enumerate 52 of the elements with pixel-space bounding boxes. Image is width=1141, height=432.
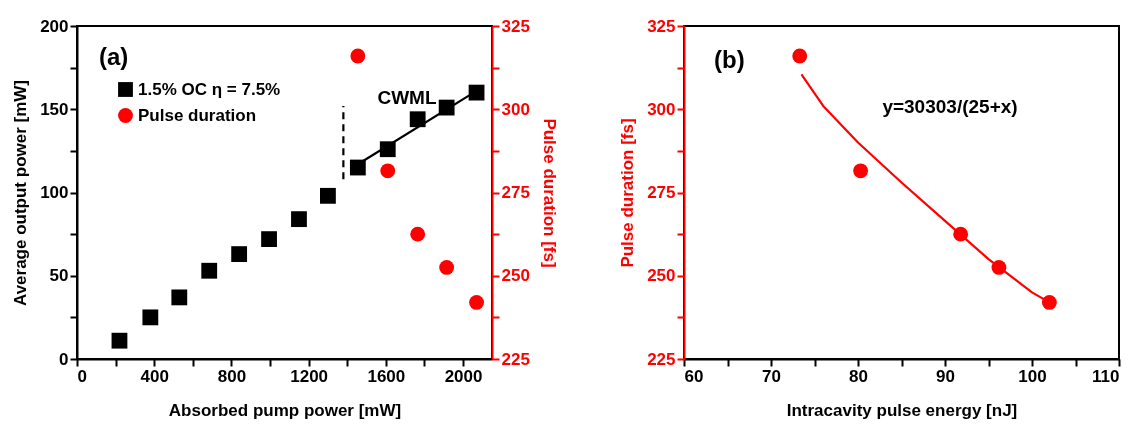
y2-tick-label: 250 xyxy=(501,266,530,286)
x-tick-label: 800 xyxy=(217,366,247,386)
x-tick-label: 90 xyxy=(936,366,955,386)
y-tick-label: 300 xyxy=(647,99,676,119)
y-tick-label: 50 xyxy=(49,266,69,286)
x-tick-label: 80 xyxy=(849,366,868,386)
y-tick-label: 200 xyxy=(40,16,69,36)
point xyxy=(142,309,159,326)
y-tick-label: 0 xyxy=(59,349,69,369)
point xyxy=(171,289,188,306)
x-tick-label: 0 xyxy=(77,366,87,386)
annotation: (a) xyxy=(99,43,129,70)
point xyxy=(320,187,336,204)
y-tick-label: 225 xyxy=(647,349,676,369)
y-tick-label: 250 xyxy=(647,266,676,286)
legend-label: 1.5% OC η = 7.5% xyxy=(138,79,281,99)
point xyxy=(410,226,426,242)
y2-tick-label: 225 xyxy=(501,349,530,369)
annotation: y=30303/(25+x) xyxy=(882,96,1018,117)
x-tick-label: 60 xyxy=(684,366,704,386)
point xyxy=(291,211,307,228)
x-axis-title: Intracavity pulse energy [nJ] xyxy=(786,400,1018,420)
y-tick-label: 100 xyxy=(40,183,69,202)
x-tick-label: 1600 xyxy=(367,366,406,386)
point xyxy=(261,231,277,248)
y2-tick-label: 325 xyxy=(501,16,530,36)
x-tick-label: 70 xyxy=(762,366,781,386)
y-axis-title: Average output power [mW] xyxy=(11,79,31,307)
x-tick-label: 400 xyxy=(140,366,169,386)
x-tick-label: 110 xyxy=(1092,366,1120,386)
point xyxy=(439,260,455,275)
y2-tick-label: 300 xyxy=(501,99,530,119)
y-tick-label: 275 xyxy=(647,183,676,202)
annotation: (b) xyxy=(714,46,745,73)
point xyxy=(469,294,484,310)
x-tick-label: 1200 xyxy=(290,366,329,386)
y-axis-title: Pulse duration [fs] xyxy=(618,118,638,268)
y2-tick-label: 275 xyxy=(501,183,530,202)
y-tick-label: 325 xyxy=(647,16,676,36)
x-tick-label: 2000 xyxy=(444,366,483,386)
x-axis-title: Absorbed pump power [mW] xyxy=(168,400,402,420)
y-tick-label: 150 xyxy=(40,99,69,119)
x-tick-label: 100 xyxy=(1018,366,1047,386)
point xyxy=(111,332,128,349)
annotation: CWML xyxy=(377,87,437,108)
y2-axis-title: Pulse duration [fs] xyxy=(539,118,559,268)
point xyxy=(231,246,248,263)
legend-label: Pulse duration xyxy=(138,105,257,125)
point xyxy=(201,262,218,279)
point xyxy=(350,48,366,64)
point xyxy=(409,111,426,128)
point xyxy=(380,163,396,179)
